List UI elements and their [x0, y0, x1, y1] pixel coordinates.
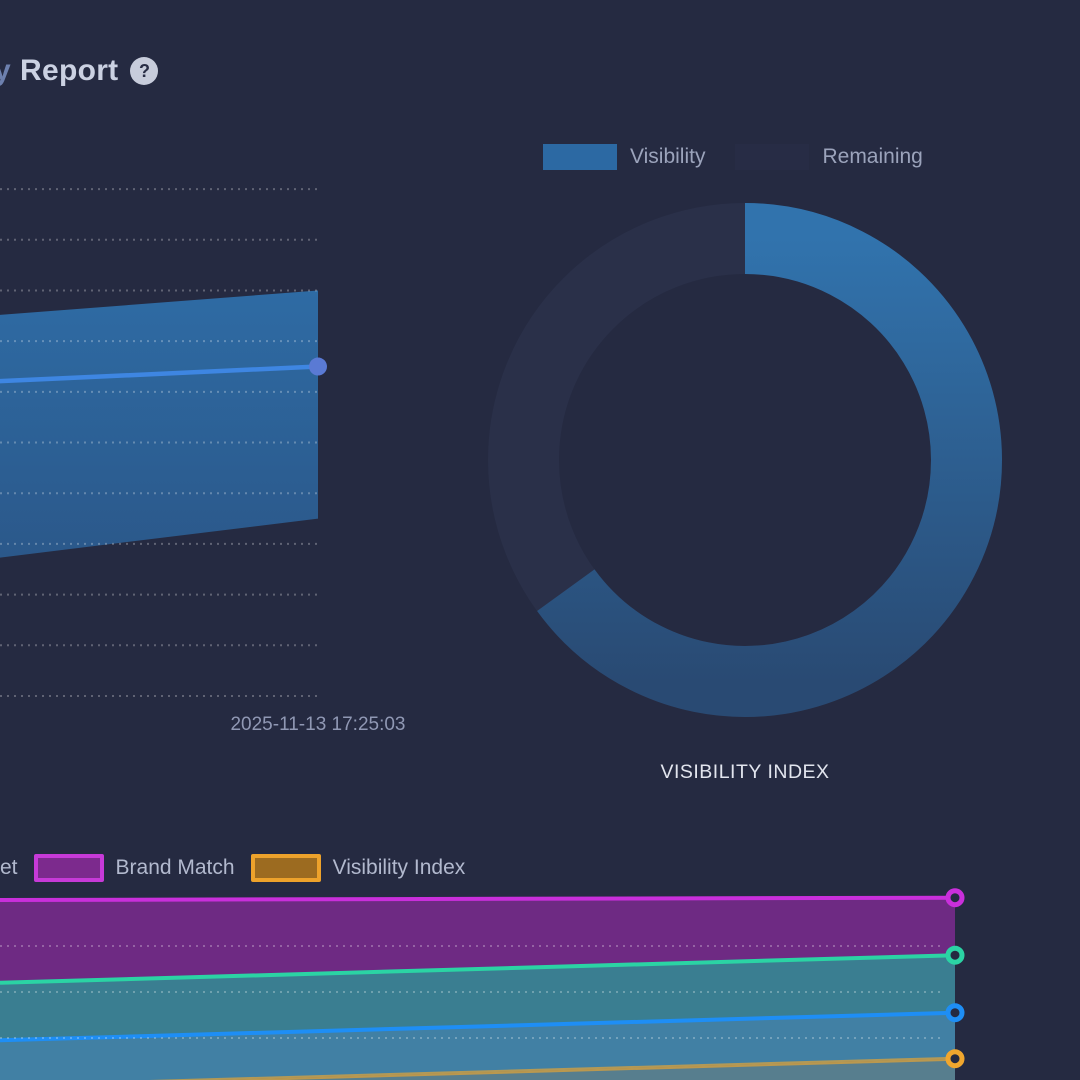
legend-item-visibility[interactable]: Visibility: [543, 144, 705, 170]
series-line: [0, 895, 956, 902]
data-point-marker: [945, 945, 965, 965]
question-mark-icon: ?: [138, 61, 150, 81]
visibility-trend-chart: [0, 188, 327, 697]
legend-label-truncated: et: [0, 856, 18, 879]
visibility-swatch: [543, 144, 617, 170]
donut-visibility-slice: [537, 203, 1002, 717]
legend-item-remaining[interactable]: Remaining: [735, 144, 923, 170]
brand-match-swatch: [33, 854, 104, 882]
legend-label: Visibility Index: [332, 856, 466, 879]
legend-label: Brand Match: [115, 856, 235, 879]
help-button[interactable]: ?: [130, 57, 159, 85]
page-title: Report: [20, 54, 119, 87]
legend-label: Remaining: [822, 145, 923, 168]
donut-legend: Visibility Remaining: [543, 144, 923, 170]
series-line: [0, 953, 956, 985]
page-header: y Report ?: [0, 54, 159, 88]
visibility-index-swatch: [250, 854, 321, 882]
metrics-trend-chart: [0, 888, 965, 1080]
visibility-index-donut-chart: [488, 203, 1002, 717]
x-axis-tick-label: 2025-11-13 17:25:03: [230, 714, 406, 735]
legend-item-brand-match[interactable]: Brand Match: [33, 854, 235, 882]
remaining-swatch: [735, 144, 810, 170]
page-title-truncated-fragment: y: [0, 54, 11, 87]
data-point-marker: [945, 888, 965, 908]
legend-item-truncated[interactable]: et: [0, 856, 18, 880]
series-area: [0, 1012, 955, 1080]
visibility-line: [0, 364, 319, 384]
data-point-marker: [945, 1003, 965, 1023]
series-line: [0, 1010, 956, 1043]
donut-chart-title: VISIBILITY INDEX: [660, 761, 830, 783]
data-point-marker: [945, 1049, 965, 1069]
legend-item-visibility-index[interactable]: Visibility Index: [250, 854, 466, 882]
data-point-marker: [309, 357, 327, 376]
legend-label: Visibility: [630, 145, 706, 168]
confidence-band: [0, 290, 318, 558]
metrics-legend: et Brand Match Visibility Index: [0, 854, 465, 882]
series-line: [148, 1056, 956, 1080]
